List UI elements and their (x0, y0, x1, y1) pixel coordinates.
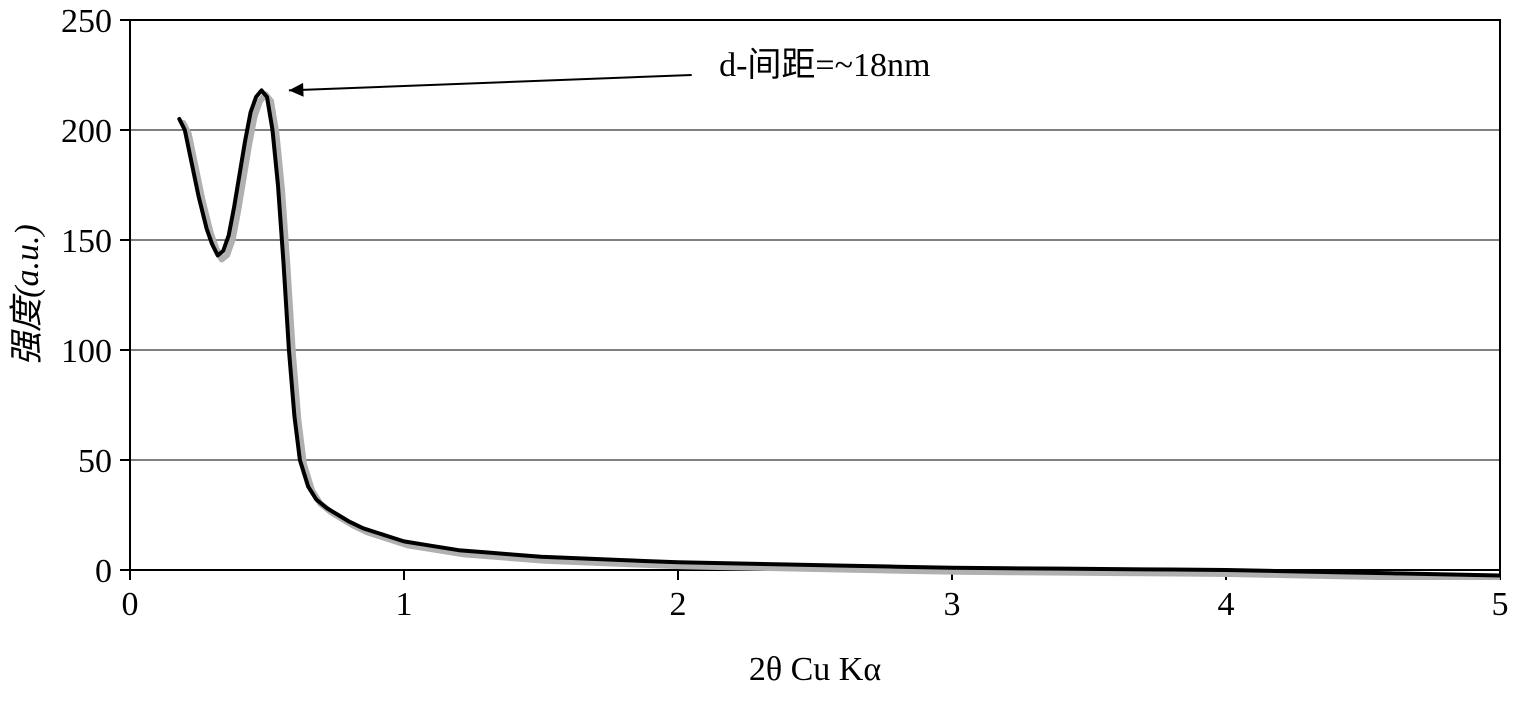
y-tick-label: 50 (78, 443, 112, 480)
chart-svg: 0 50 100 150 200 250 0 1 2 3 4 5 强度(a.u.) 2θ Cu Kα d-间… (0, 0, 1520, 720)
x-tick-label: 3 (944, 586, 961, 623)
x-tick-label: 4 (1218, 586, 1235, 623)
annotation-text: d-间距=~18nm (719, 47, 930, 84)
y-tick-label: 200 (61, 113, 112, 150)
x-axis-label: 2θ Cu Kα (749, 651, 882, 688)
xrd-chart: 0 50 100 150 200 250 0 1 2 3 4 5 强度(a.u.) 2θ Cu Kα d-间… (0, 0, 1520, 720)
x-tick-label: 2 (670, 586, 687, 623)
y-axis-label: 强度(a.u.) (9, 224, 46, 366)
x-tick-label: 1 (396, 586, 413, 623)
x-tick-label: 5 (1492, 586, 1509, 623)
y-tick-label: 100 (61, 333, 112, 370)
y-tick-label: 0 (95, 553, 112, 590)
x-tick-label: 0 (122, 586, 139, 623)
y-tick-label: 250 (61, 3, 112, 40)
y-tick-label: 150 (61, 223, 112, 260)
